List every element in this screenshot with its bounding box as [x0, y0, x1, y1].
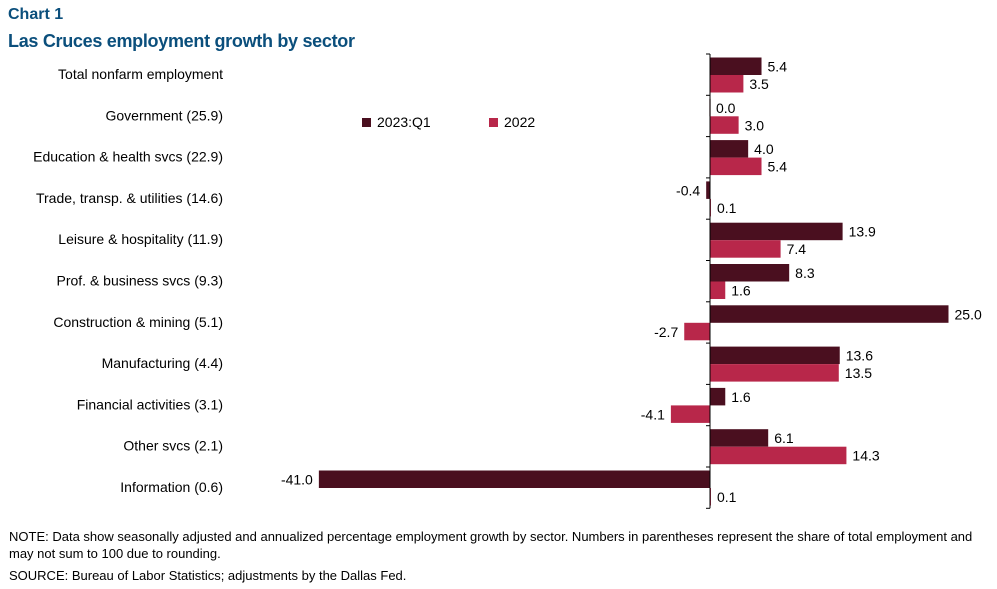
data-label: 5.4	[768, 159, 788, 175]
legend-label: 2022	[504, 114, 535, 130]
data-label: 3.5	[749, 76, 769, 92]
data-label: 0.1	[717, 489, 737, 505]
data-label: 1.6	[731, 389, 751, 405]
bar-2023q1	[710, 264, 790, 282]
data-label: 13.6	[846, 348, 873, 364]
category-label: Financial activities (3.1)	[77, 396, 223, 412]
bar-2023q1	[710, 57, 762, 75]
category-label: Trade, transp. & utilities (14.6)	[36, 190, 223, 206]
data-label: 4.0	[754, 141, 774, 157]
category-label: Government (25.9)	[106, 107, 224, 123]
category-label: Education & health svcs (22.9)	[33, 149, 223, 165]
data-label: 1.6	[731, 283, 751, 299]
data-label: -2.7	[654, 324, 678, 340]
bar-2023q1	[318, 470, 710, 488]
bar-2023q1	[710, 222, 843, 241]
data-label: 25.0	[955, 306, 982, 322]
chart-note: NOTE: Data show seasonally adjusted and …	[9, 529, 973, 561]
category-label: Prof. & business svcs (9.3)	[56, 273, 223, 289]
bar-2022	[710, 116, 739, 134]
legend-label: 2023:Q1	[377, 114, 431, 130]
bar-2022	[710, 281, 726, 299]
bar-2022	[684, 322, 710, 341]
data-label: 6.1	[774, 430, 794, 446]
bar-2022	[710, 364, 839, 382]
bar-2023q1	[710, 346, 840, 365]
category-label: Other svcs (2.1)	[123, 438, 223, 454]
data-label: 0.1	[717, 200, 737, 216]
data-label: -4.1	[641, 406, 665, 422]
bar-2022	[710, 157, 762, 176]
data-label: 3.0	[745, 117, 765, 133]
chart-label: Chart 1	[8, 6, 64, 23]
category-label: Leisure & hospitality (11.9)	[58, 231, 223, 247]
legend-swatch-2022	[489, 118, 498, 127]
bar-2023q1	[710, 305, 949, 323]
data-label: -0.4	[676, 182, 700, 198]
data-label: 0.0	[716, 100, 736, 116]
category-label: Manufacturing (4.4)	[102, 355, 223, 371]
legend-swatch-2023q1	[362, 118, 371, 127]
bar-2022	[710, 240, 781, 258]
data-label: 13.9	[849, 224, 876, 240]
data-label: 5.4	[768, 59, 788, 75]
category-label: Information (0.6)	[120, 479, 223, 495]
category-label: Total nonfarm employment	[58, 66, 223, 82]
bar-2022	[710, 446, 847, 465]
bar-2023q1	[710, 387, 726, 406]
data-label: 7.4	[787, 241, 807, 257]
bar-2023q1	[710, 140, 749, 158]
category-label: Construction & mining (5.1)	[53, 314, 223, 330]
data-label: -41.0	[281, 472, 313, 488]
bar-2023q1	[710, 429, 769, 447]
bar-chart: Total nonfarm employment 5.43.5Government…	[33, 53, 982, 509]
data-label: 14.3	[852, 448, 879, 464]
bar-2022	[710, 75, 744, 93]
bar-2022	[670, 405, 710, 423]
chart-title: Las Cruces employment growth by sector	[8, 31, 355, 51]
bar-2023q1	[706, 181, 710, 199]
data-label: 8.3	[795, 265, 815, 281]
data-label: 13.5	[845, 365, 872, 381]
chart-source: SOURCE: Bureau of Labor Statistics; adju…	[9, 568, 407, 583]
